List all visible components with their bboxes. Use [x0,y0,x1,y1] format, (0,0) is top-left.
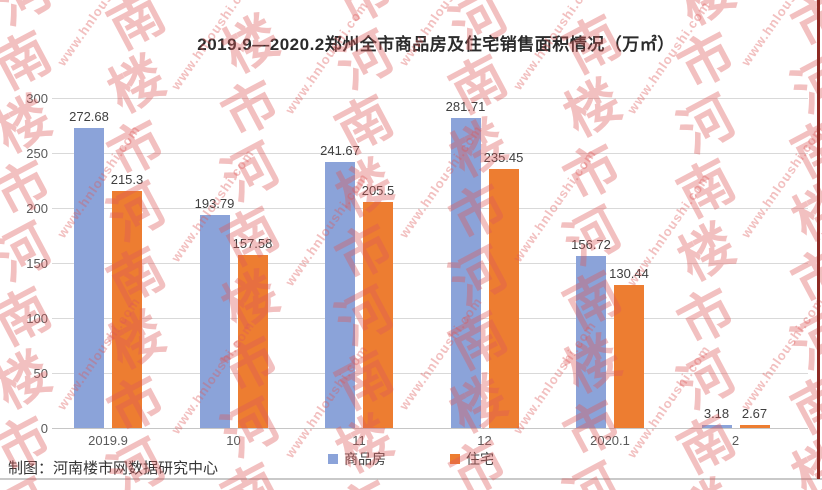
bar-商品房-12 [450,118,481,428]
y-tick-label-0: 0 [40,421,48,436]
bar-value-label: 281.71 [445,99,486,115]
y-tick-label-300: 300 [26,91,48,106]
bar-value-label: 235.45 [483,150,524,165]
category-label-11: 11 [352,433,366,448]
bar-住宅-2019.9 [112,191,142,428]
y-tick-label-150: 150 [26,256,48,271]
bar-商品房-2 [701,424,732,428]
right-border [817,0,820,479]
bar-value-label: 3.18 [703,405,730,421]
chart-title: 2019.9—2020.2郑州全市商品房及住宅销售面积情况（万㎡） [197,35,675,54]
bar-住宅-10 [237,254,268,428]
bar-住宅-2 [739,425,770,428]
y-tick-label-100: 100 [26,311,48,326]
category-label-12: 12 [477,433,492,448]
legend-swatch-orange [450,454,460,464]
gridline-200 [52,208,808,209]
bar-value-label: 2.67 [741,406,768,422]
credit-text: 制图：河南楼市网数据研究中心 [8,460,219,477]
legend-item-commodity-housing: 商品房 [328,449,386,469]
bar-value-label: 156.72 [571,236,611,252]
bottom-divider [0,478,822,480]
bar-value-label: 157.58 [232,235,273,251]
y-tick-label-200: 200 [26,201,48,216]
gridline-250 [52,153,808,154]
gridline-50 [52,373,808,374]
gridline-300 [52,98,808,99]
legend-swatch-blue [328,454,338,464]
legend: 商品房 住宅 [0,449,822,469]
category-label-2020.1: 2020.1 [590,433,630,448]
category-label-2019.9: 2019.9 [88,433,128,448]
gridline-100 [52,318,808,319]
legend-item-residential: 住宅 [450,449,494,469]
bar-商品房-2019.9 [74,128,104,428]
gridline-150 [52,263,808,264]
y-tick-label-50: 50 [33,366,48,381]
category-label-2: 2 [731,433,740,448]
bar-商品房-10 [199,214,230,428]
category-label-10: 10 [226,433,241,448]
bar-住宅-11 [363,201,393,428]
legend-label: 住宅 [466,451,494,467]
bar-value-label: 130.44 [609,265,649,281]
bar-value-label: 193.79 [194,195,235,211]
bar-value-label: 272.68 [69,109,109,125]
bar-value-label: 205.5 [361,182,395,198]
y-tick-label-250: 250 [26,146,48,161]
bar-商品房-2020.1 [576,255,606,428]
gridline-0 [52,428,808,429]
bar-住宅-2020.1 [614,284,644,428]
bar-value-label: 241.67 [320,143,360,159]
bar-商品房-11 [325,162,355,428]
bar-住宅-12 [488,169,519,428]
bar-value-label: 215.3 [110,172,144,188]
legend-label: 商品房 [344,451,386,467]
